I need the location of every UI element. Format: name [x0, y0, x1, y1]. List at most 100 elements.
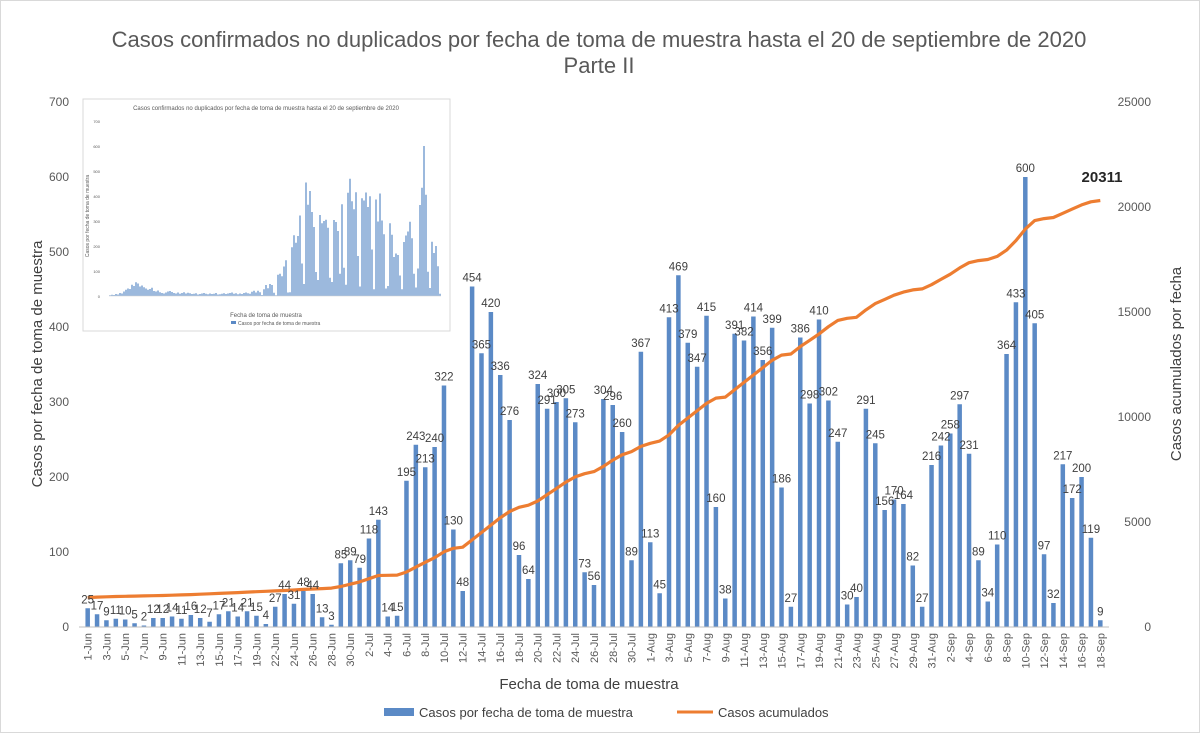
inset-bar: [425, 194, 427, 296]
bar-data-label: 410: [809, 306, 828, 318]
inset-bar: [271, 285, 273, 296]
bar: [1098, 620, 1103, 627]
bar: [976, 560, 981, 627]
inset-bar: [415, 287, 417, 296]
bar: [657, 593, 662, 627]
chart-title-line2: Parte II: [564, 53, 635, 78]
inset-bar: [161, 293, 163, 296]
inset-bar: [339, 273, 341, 296]
inset-bar: [297, 236, 299, 296]
bar-data-label: 119: [1082, 524, 1100, 536]
bar: [582, 572, 587, 627]
x-tick-label: 13-Aug: [758, 633, 770, 668]
bar-data-label: 21: [222, 597, 235, 609]
y-right-tick-label: 5000: [1124, 515, 1151, 529]
inset-bar: [135, 282, 137, 296]
inset-bar: [341, 204, 343, 296]
inset-bar: [407, 231, 409, 296]
inset-bar: [241, 294, 243, 296]
bar-data-label: 32: [1047, 589, 1060, 601]
bar-data-label: 217: [1053, 450, 1072, 462]
bar: [226, 611, 231, 627]
bar: [460, 591, 465, 627]
inset-bar: [217, 294, 219, 296]
cumulative-final-label: 20311: [1082, 169, 1123, 186]
bar-data-label: 297: [950, 390, 969, 402]
bar-data-label: 7: [206, 608, 212, 620]
bar-data-label: 156: [875, 496, 894, 508]
x-tick-label: 23-Aug: [852, 633, 864, 668]
inset-bar: [399, 275, 401, 296]
bar: [122, 619, 128, 627]
bar-data-label: 231: [959, 440, 978, 452]
x-tick-label: 30-Jun: [345, 633, 357, 667]
bar: [422, 467, 428, 627]
bar-data-label: 364: [997, 340, 1017, 352]
inset-bar: [381, 220, 383, 296]
bar-data-label: 10: [119, 606, 132, 618]
bar-data-label: 73: [578, 558, 591, 570]
inset-bar: [377, 221, 379, 296]
bar-data-label: 130: [444, 516, 463, 528]
x-tick-label: 5-Aug: [683, 633, 695, 662]
inset-bar: [419, 205, 421, 296]
bar-data-label: 31: [288, 590, 301, 602]
inset-bar: [157, 290, 159, 296]
x-tick-label: 17-Aug: [795, 633, 807, 668]
inset-bar: [189, 293, 191, 296]
bar: [282, 594, 287, 627]
inset-bar: [115, 294, 117, 296]
inset-bar: [255, 292, 257, 296]
inset-bar: [395, 253, 397, 296]
bar: [891, 499, 897, 627]
bar: [676, 275, 681, 627]
y-right-tick-label: 10000: [1118, 410, 1152, 424]
y-axis-left-title: Casos por fecha de toma de muestra: [29, 240, 46, 487]
bar: [272, 606, 278, 627]
bar: [835, 441, 841, 627]
inset-bar: [375, 199, 377, 296]
bar: [432, 447, 437, 627]
inset-bar: [329, 277, 331, 296]
bar: [638, 351, 644, 627]
bar: [497, 375, 503, 627]
bar-data-label: 89: [625, 546, 638, 558]
inset-bar: [355, 192, 357, 296]
chart-title-line1: Casos confirmados no duplicados por fech…: [112, 27, 1087, 52]
inset-y-tick-label: 400: [93, 194, 100, 199]
inset-bar: [231, 292, 233, 296]
inset-bar: [207, 294, 209, 296]
inset-y-tick-label: 200: [93, 244, 100, 249]
bar: [873, 443, 878, 627]
bar-data-label: 15: [250, 602, 263, 614]
cumulative-line: [87, 198, 1101, 600]
inset-bar: [137, 283, 139, 296]
x-tick-label: 20-Jul: [533, 633, 545, 663]
inset-bar: [215, 293, 217, 296]
bar-data-label: 17: [91, 600, 104, 612]
inset-bar: [363, 200, 365, 296]
inset-bar: [439, 293, 441, 296]
inset-bar: [427, 271, 429, 296]
x-tick-label: 28-Jun: [327, 633, 339, 667]
inset-bar: [243, 293, 245, 296]
inset-legend-label: Casos por fecha de toma de muestra: [238, 321, 320, 327]
y-axis-right-title: Casos acumulados por fecha: [1168, 266, 1185, 461]
bar: [704, 315, 709, 627]
bar: [469, 286, 475, 627]
inset-bar: [299, 215, 301, 296]
y-right-tick-label: 15000: [1118, 305, 1152, 319]
inset-bar: [205, 293, 207, 296]
bar: [694, 366, 700, 627]
bar: [1051, 603, 1056, 627]
bar-data-label: 118: [360, 525, 378, 537]
y-left-tick-label: 0: [62, 620, 69, 634]
bar: [994, 544, 1000, 627]
bar-data-label: 172: [1063, 484, 1082, 496]
inset-bar: [185, 293, 187, 296]
x-tick-label: 19-Jun: [252, 633, 264, 667]
bar: [329, 624, 334, 627]
bar: [385, 616, 390, 627]
